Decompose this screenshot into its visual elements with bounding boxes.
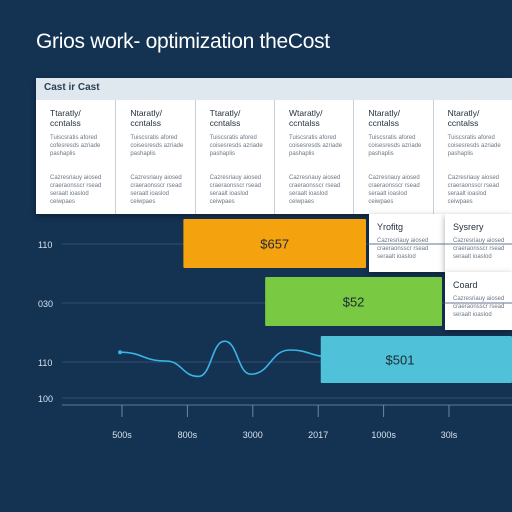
table-cell-text: Cazresriauy aiosed xyxy=(368,175,420,181)
side-card: Sysrery Cazresriauy aiosed craeraonsscr rs… xyxy=(445,214,512,272)
side-card: Yrofitg Cazresriauy aiosed craeraonsscr rs… xyxy=(369,214,445,272)
table-cell-text: seraalt ioaslod xyxy=(289,191,328,197)
table-cell-text: Cazresriauy aiosed xyxy=(50,175,102,181)
table-column: Wtaratly/ ccntalss Tuiscsratis afored cois… xyxy=(274,100,353,214)
table-cell-text: Cazresriauy aiosed xyxy=(289,175,341,181)
table-header-label: Cast ir Cast xyxy=(44,82,100,93)
side-card-text: seraalt ioaslod xyxy=(453,254,492,260)
table-column-head: Ttaratly/ ccntalss xyxy=(209,108,241,128)
table-cell-text: pashaplis xyxy=(368,151,394,157)
y-tick-label: 030 xyxy=(38,299,53,309)
y-tick-label: 100 xyxy=(38,394,53,404)
table-column: Ntaratly/ ccntalss Tuiscsratis afored cois… xyxy=(115,100,194,214)
side-card-title: Coard xyxy=(453,280,478,290)
table-cell-text: seraalt ioaslod xyxy=(50,191,89,197)
x-tick-label: 1000s xyxy=(371,430,396,440)
table-cell-text: seraalt ioaslod xyxy=(130,191,170,197)
table-cell-text: cofesresds azriade xyxy=(50,143,101,149)
table-cell-text: Tuiscsratis afored xyxy=(209,135,257,141)
table-cell-text: Tuiscsratis afored xyxy=(368,135,416,141)
table-header-band xyxy=(36,78,512,100)
table-cell-text: ceiwpaes xyxy=(368,199,394,205)
table-cell-text: coisesresds azriade xyxy=(447,143,501,149)
table-cell-text: Cazresriauy aiosed xyxy=(209,175,262,181)
x-tick-label: 500s xyxy=(112,430,132,440)
table-column-head: Ntaratly/ ccntalss xyxy=(368,108,400,128)
table-cell-text: Tuiscsratis afored xyxy=(447,135,495,141)
table-cell-text: Tuiscsratis afored xyxy=(130,135,178,141)
table-cell-text: Cazresriauy aiosed xyxy=(130,175,182,181)
table-cell-text: coisesresds azriade xyxy=(130,143,184,149)
bar xyxy=(320,336,512,383)
table-cell-text: pashaplis xyxy=(289,151,315,157)
table-cell-text: pashaplis xyxy=(447,151,474,157)
side-card-text: craeraonsscr rsead xyxy=(453,304,505,310)
table-column-head: Ttaratly/ ccntalss xyxy=(50,108,81,128)
x-tick-label: 3000 xyxy=(243,430,263,440)
table-column: Ntaratly/ ccntalss Tuiscsratis afored cois… xyxy=(353,100,432,214)
table-cell-text: Tuiscsratis afored xyxy=(289,135,337,141)
bar-value-label: $657 xyxy=(260,237,289,252)
table-column: Ttaratly/ ccntalss Tuiscsratis afored cofe… xyxy=(36,100,115,214)
x-tick-label: 2017 xyxy=(308,430,328,440)
table-cell-text: craeraonsscr rsead xyxy=(209,183,262,189)
table-cell-text: craeraonsscr rsead xyxy=(289,183,341,189)
table-cell-text: coisesresds azriade xyxy=(289,143,343,149)
table-cell-text: ceiwpaes xyxy=(447,199,473,205)
side-card-text: Cazresriauy aiosed xyxy=(377,238,429,244)
table-column-head: Ntaratly/ ccntalss xyxy=(130,108,162,128)
table-column-head: Wtaratly/ ccntalss xyxy=(289,108,323,128)
table-column: Ntaratly/ ccntalss Tuiscsratis afored cois… xyxy=(432,100,512,214)
table-cell-text: ceiwpaes xyxy=(130,199,156,205)
table-cell-text: coisesresds azriade xyxy=(368,143,422,149)
side-card-text: craeraonsscr rsead xyxy=(453,246,505,252)
table-cell-text: coisesresds azriade xyxy=(209,143,263,149)
side-card-text: seraalt ioaslod xyxy=(453,312,492,318)
table-cell-text: craeraonsscr rsead xyxy=(50,183,102,189)
side-card-text: Cazresriauy aiosed xyxy=(453,296,505,302)
table-cell-text: pashaplis xyxy=(130,151,156,157)
table-cell-text: craeraonsscr rsead xyxy=(368,183,420,189)
table-column-head: Ntaratly/ ccntalss xyxy=(447,108,480,128)
table-cell-text: craeraonsscr rsead xyxy=(447,183,500,189)
table-cell-text: seraalt ioaslod xyxy=(209,191,249,197)
cost-table-card: Cast ir Cast Ttaratly/ ccntalss Tuiscsrat… xyxy=(36,78,512,214)
table-cell-text: seraalt ioaslod xyxy=(447,191,487,197)
y-tick-label: 110 xyxy=(38,358,52,368)
table-cell-text: seraalt ioaslod xyxy=(368,191,408,197)
side-card-text: seraalt ioaslod xyxy=(377,254,416,260)
x-tick-label: 30ls xyxy=(441,430,458,440)
side-card-text: craeraonsscr rsead xyxy=(377,246,429,252)
table-cell-text: ceiwpaes xyxy=(209,199,235,205)
page-title: Grios work- optimization theCost xyxy=(36,30,330,53)
bar xyxy=(265,277,442,326)
trend-line-start-point xyxy=(118,350,122,355)
bar xyxy=(183,219,366,268)
table-cell-text: ceiwpaes xyxy=(289,199,315,205)
table-cell-text: pashaplis xyxy=(209,151,236,157)
table-cell-text: Tuiscsratis afored xyxy=(50,135,98,141)
x-tick-label: 800s xyxy=(178,430,198,440)
bar-value-label: $501 xyxy=(386,353,415,368)
side-card-title: Sysrery xyxy=(453,222,484,232)
y-tick-label: 110 xyxy=(38,240,52,250)
table-cell-text: craeraonsscr rsead xyxy=(130,183,182,189)
side-card-title: Yrofitg xyxy=(377,222,404,232)
table-cell-text: pashaplis xyxy=(50,151,76,157)
table-cell-text: ceiwpaes xyxy=(50,199,76,205)
bar-value-label: $52 xyxy=(343,295,365,310)
side-card: Coard Cazresriauy aiosed craeraonsscr rsea… xyxy=(445,272,512,330)
table-cell-text: Cazresriauy aiosed xyxy=(447,175,500,181)
side-card-text: Cazresriauy aiosed xyxy=(453,238,505,244)
table-column: Ttaratly/ ccntalss Tuiscsratis afored cois… xyxy=(194,100,274,214)
